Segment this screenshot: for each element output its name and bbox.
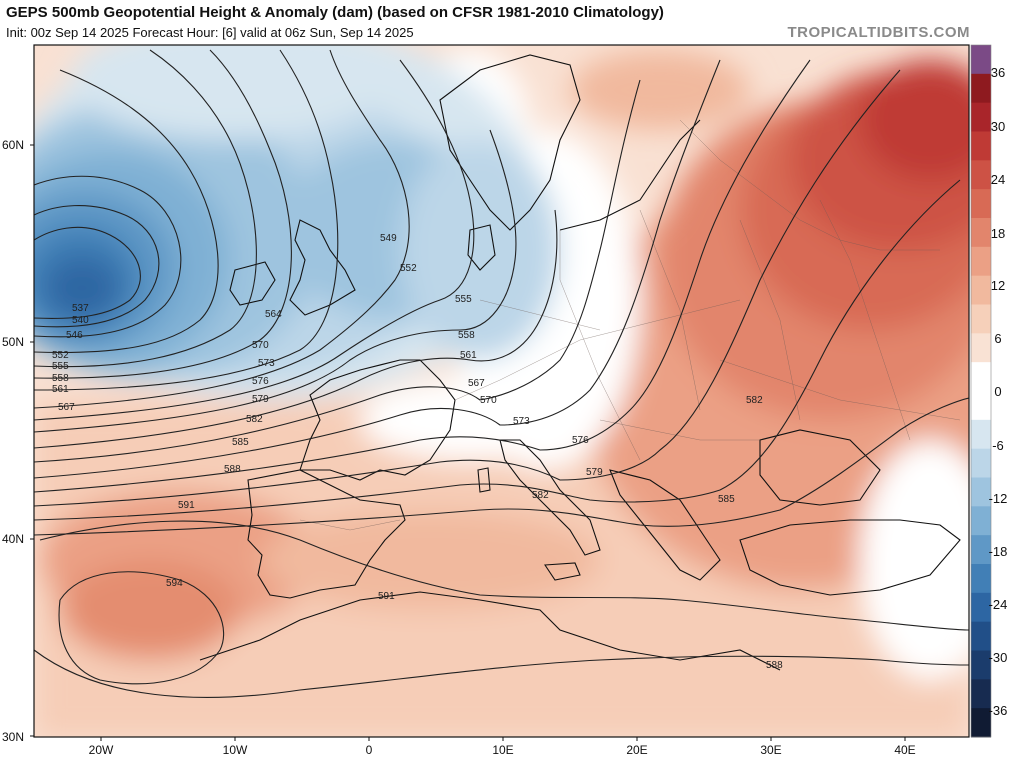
colorbar-swatch <box>971 218 991 248</box>
contour-label: 576 <box>572 435 589 446</box>
contour-label: 564 <box>265 309 282 320</box>
colorbar-swatch <box>971 708 991 738</box>
colorbar-swatch <box>971 621 991 651</box>
colorbar-swatch <box>971 679 991 709</box>
contour-label: 579 <box>252 394 269 405</box>
lon-label: 40E <box>894 743 915 757</box>
colorbar-swatch <box>971 564 991 594</box>
contour-label: 555 <box>52 361 69 372</box>
contour-label: 552 <box>400 263 417 274</box>
contour-label: 594 <box>166 578 183 589</box>
colorbar-swatch <box>971 73 991 104</box>
map-panel: 537 540 546 552 555 558 561 567 549 552 … <box>34 45 969 737</box>
colorbar-label: -12 <box>989 491 1008 506</box>
colorbar-label: 12 <box>991 278 1005 293</box>
height-contours <box>34 49 969 698</box>
colorbar-swatch <box>971 275 991 305</box>
colorbar-swatch <box>971 304 991 334</box>
contour-label: 573 <box>258 358 275 369</box>
lon-label: 20W <box>89 743 114 757</box>
colorbar-swatch <box>971 419 991 450</box>
colorbar-label: -6 <box>992 438 1004 453</box>
colorbar-frame <box>970 44 992 738</box>
colorbar-swatch <box>971 506 991 536</box>
contour-label: 567 <box>468 378 485 389</box>
contour-label: 546 <box>66 330 83 341</box>
contour-label: 570 <box>480 395 497 406</box>
contour-label: 567 <box>58 402 75 413</box>
contour-label: 558 <box>458 330 475 341</box>
lat-label: 30N <box>2 730 24 744</box>
colorbar-swatch <box>971 535 991 565</box>
contour-label: 585 <box>718 494 735 505</box>
anomaly-shading <box>34 45 969 737</box>
lon-label: 20E <box>626 743 647 757</box>
colorbar-label: -36 <box>989 703 1008 718</box>
contour-label: 570 <box>252 340 269 351</box>
contour-label: 576 <box>252 376 269 387</box>
colorbar-label: 0 <box>994 384 1001 399</box>
contour-label: 558 <box>52 373 69 384</box>
contour-labels: 537 540 546 552 555 558 561 567 549 552 … <box>52 233 783 671</box>
chart-subtitle: Init: 00z Sep 14 2025 Forecast Hour: [6]… <box>6 25 414 40</box>
contour-label: 582 <box>746 395 763 406</box>
contour-label: 537 <box>72 303 89 314</box>
colorbar-swatch <box>971 45 991 75</box>
chart-title: GEPS 500mb Geopotential Height & Anomaly… <box>6 4 664 21</box>
colorbar-label: 36 <box>991 65 1005 80</box>
contour-label: 591 <box>378 591 395 602</box>
colorbar-label: -30 <box>989 650 1008 665</box>
lon-label: 30E <box>760 743 781 757</box>
site-credit: TROPICALTIDBITS.COM <box>787 24 970 41</box>
coastlines <box>199 54 961 671</box>
colorbar-swatch <box>971 131 991 161</box>
colorbar-swatch <box>971 160 991 190</box>
colorbar <box>970 44 992 738</box>
longitude-axis: 20W 10W 0 10E 20E 30E 40E <box>89 737 916 757</box>
colorbar-label: 18 <box>991 226 1005 241</box>
colorbar-label: -18 <box>989 544 1008 559</box>
colorbar-swatch <box>971 448 991 478</box>
contour-label: 585 <box>232 437 249 448</box>
lon-label: 0 <box>366 743 373 757</box>
colorbar-swatch <box>971 189 991 219</box>
contour-label: 582 <box>532 490 549 501</box>
colorbar-swatch <box>971 102 991 132</box>
colorbar-swatch <box>971 477 991 507</box>
contour-label: 555 <box>455 294 472 305</box>
colorbar-swatch <box>971 391 991 421</box>
colorbar-swatch <box>971 333 991 363</box>
map-frame <box>33 44 970 738</box>
latitude-axis: 60N 50N 40N 30N <box>2 138 34 744</box>
contour-label: 549 <box>380 233 397 244</box>
contour-label: 588 <box>224 464 241 475</box>
contour-label: 579 <box>586 467 603 478</box>
lon-label: 10W <box>223 743 248 757</box>
colorbar-swatch <box>971 592 991 623</box>
contour-label: 540 <box>72 315 89 326</box>
contour-label: 573 <box>513 416 530 427</box>
colorbar-label: -24 <box>989 597 1008 612</box>
contour-label: 561 <box>460 350 477 361</box>
lat-label: 40N <box>2 532 24 546</box>
colorbar-swatch <box>971 246 991 277</box>
colorbar-swatch <box>971 362 991 392</box>
colorbar-label: 24 <box>991 172 1005 187</box>
lon-label: 10E <box>492 743 513 757</box>
contour-label: 591 <box>178 500 195 511</box>
lat-label: 60N <box>2 138 24 152</box>
contour-label: 588 <box>766 660 783 671</box>
colorbar-label: 30 <box>991 119 1005 134</box>
contour-label: 552 <box>52 350 69 361</box>
colorbar-labels: 36 30 24 18 12 6 0 -6 -12 -18 -24 -30 -3… <box>989 65 1008 718</box>
colorbar-swatch <box>971 650 991 680</box>
contour-label: 561 <box>52 384 69 395</box>
contour-label: 582 <box>246 414 263 425</box>
lat-label: 50N <box>2 335 24 349</box>
colorbar-label: 6 <box>994 331 1001 346</box>
